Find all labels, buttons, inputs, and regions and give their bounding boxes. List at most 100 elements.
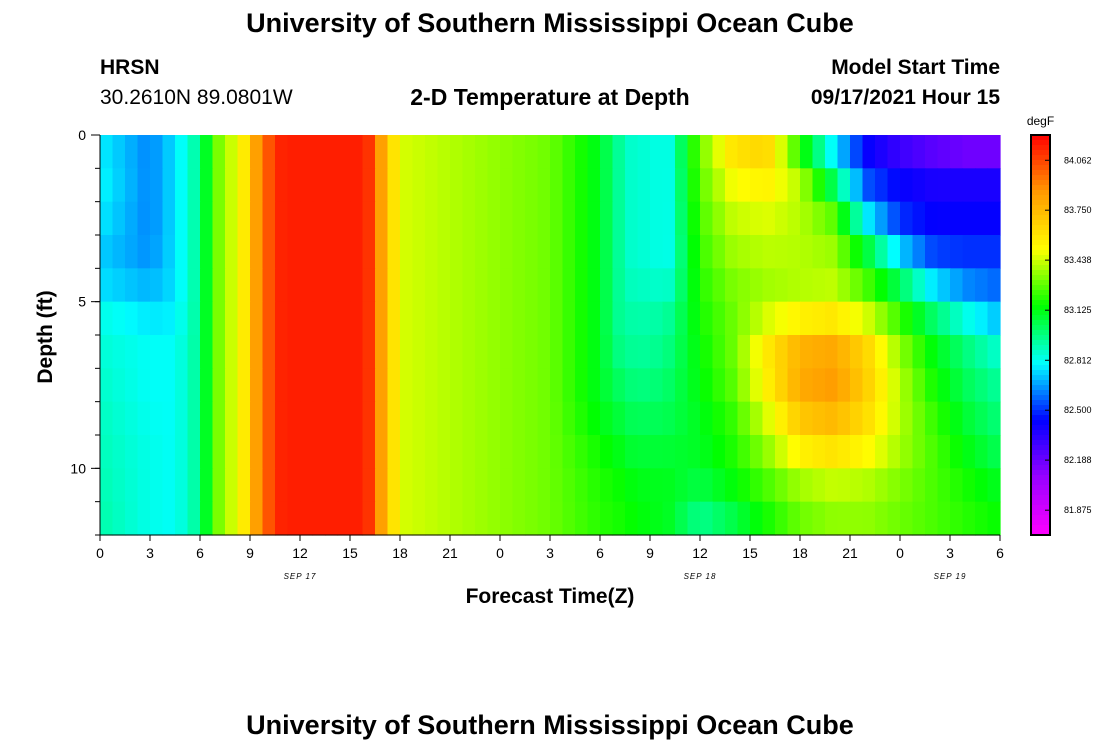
heatmap-cell — [975, 468, 989, 503]
heatmap-cell — [550, 501, 564, 536]
heatmap-cell — [125, 268, 139, 303]
heatmap-cell — [312, 368, 326, 403]
heatmap-cell — [462, 301, 476, 336]
heatmap-cell — [412, 235, 426, 269]
heatmap-cell — [625, 335, 639, 369]
heatmap-cell — [562, 235, 576, 269]
colorbar-segment — [1031, 530, 1050, 536]
heatmap-cell — [262, 401, 276, 436]
heatmap-cell — [962, 301, 976, 336]
heatmap-cell — [150, 401, 164, 436]
heatmap-cell — [787, 501, 801, 536]
heatmap-cell — [237, 301, 251, 336]
heatmap-cell — [237, 335, 251, 369]
heatmap-cell — [975, 335, 989, 369]
heatmap-cell — [300, 401, 314, 436]
heatmap-cell — [962, 168, 976, 203]
x-tick-label: 0 — [896, 545, 904, 561]
heatmap-cell — [850, 335, 864, 369]
heatmap-cell — [612, 168, 626, 203]
heatmap-cell — [487, 235, 501, 269]
heatmap-cell — [987, 268, 1001, 303]
heatmap-cell — [175, 201, 189, 236]
heatmap-cell — [950, 135, 964, 169]
colorbar-segment — [1031, 330, 1050, 336]
heatmap-cell — [612, 268, 626, 303]
heatmap-cell — [925, 368, 939, 403]
heatmap-cell — [987, 501, 1001, 536]
heatmap-cell — [762, 201, 776, 236]
heatmap-cell — [625, 468, 639, 503]
heatmap-cell — [437, 401, 451, 436]
heatmap-cell — [362, 168, 376, 203]
heatmap-cell — [275, 335, 289, 369]
heatmap-cell — [825, 268, 839, 303]
heatmap-cell — [750, 135, 764, 169]
heatmap-cell — [337, 268, 351, 303]
colorbar-segment — [1031, 525, 1050, 531]
heatmap-cell — [500, 468, 514, 503]
heatmap-cell — [912, 435, 926, 469]
heatmap-cell — [425, 301, 439, 336]
x-tick-label: 18 — [392, 545, 408, 561]
heatmap-cell — [687, 201, 701, 236]
heatmap-cell — [887, 335, 901, 369]
heatmap-cell — [612, 235, 626, 269]
heatmap-cell — [150, 201, 164, 236]
colorbar-segment — [1031, 280, 1050, 286]
heatmap-cell — [700, 401, 714, 436]
heatmap-cell — [200, 201, 214, 236]
colorbar-segment — [1031, 230, 1050, 236]
heatmap-cell — [975, 501, 989, 536]
heatmap-cell — [575, 435, 589, 469]
heatmap-cell — [300, 301, 314, 336]
heatmap-cell — [662, 301, 676, 336]
heatmap-cell — [375, 501, 389, 536]
heatmap-cell — [600, 468, 614, 503]
heatmap-cell — [375, 301, 389, 336]
heatmap-cell — [462, 468, 476, 503]
heatmap-cell — [475, 501, 489, 536]
heatmap-cell — [775, 468, 789, 503]
heatmap-cell — [525, 501, 539, 536]
heatmap-cell — [675, 435, 689, 469]
heatmap-cell — [125, 468, 139, 503]
heatmap-cell — [125, 435, 139, 469]
heatmap-cell — [237, 135, 251, 169]
heatmap-cell — [425, 235, 439, 269]
heatmap-cell — [812, 301, 826, 336]
heatmap-cell — [587, 501, 601, 536]
heatmap-cell — [987, 168, 1001, 203]
heatmap-cell — [987, 201, 1001, 236]
heatmap-cell — [650, 468, 664, 503]
heatmap-cell — [475, 268, 489, 303]
colorbar-segment — [1031, 195, 1050, 201]
heatmap-cell — [687, 168, 701, 203]
heatmap-cell — [400, 501, 414, 536]
heatmap-cell — [500, 235, 514, 269]
heatmap-cell — [287, 268, 301, 303]
heatmap-cell — [500, 368, 514, 403]
heatmap-cell — [900, 168, 914, 203]
heatmap-cell — [762, 368, 776, 403]
heatmap-cell — [175, 168, 189, 203]
heatmap-cell — [800, 368, 814, 403]
heatmap-cell — [450, 368, 464, 403]
x-tick-label: 6 — [996, 545, 1004, 561]
heatmap-cell — [712, 168, 726, 203]
heatmap-cell — [925, 235, 939, 269]
colorbar-segment — [1031, 355, 1050, 361]
heatmap-cell — [825, 435, 839, 469]
heatmap-cell — [837, 135, 851, 169]
heatmap-cell — [387, 268, 401, 303]
heatmap-cell — [387, 335, 401, 369]
colorbar-segment — [1031, 480, 1050, 486]
heatmap-cell — [362, 501, 376, 536]
heatmap-cell — [200, 401, 214, 436]
heatmap-cell — [562, 335, 576, 369]
heatmap-cell — [975, 301, 989, 336]
heatmap-cell — [175, 268, 189, 303]
heatmap-cell — [737, 168, 751, 203]
heatmap-cell — [587, 435, 601, 469]
heatmap-cell — [462, 268, 476, 303]
